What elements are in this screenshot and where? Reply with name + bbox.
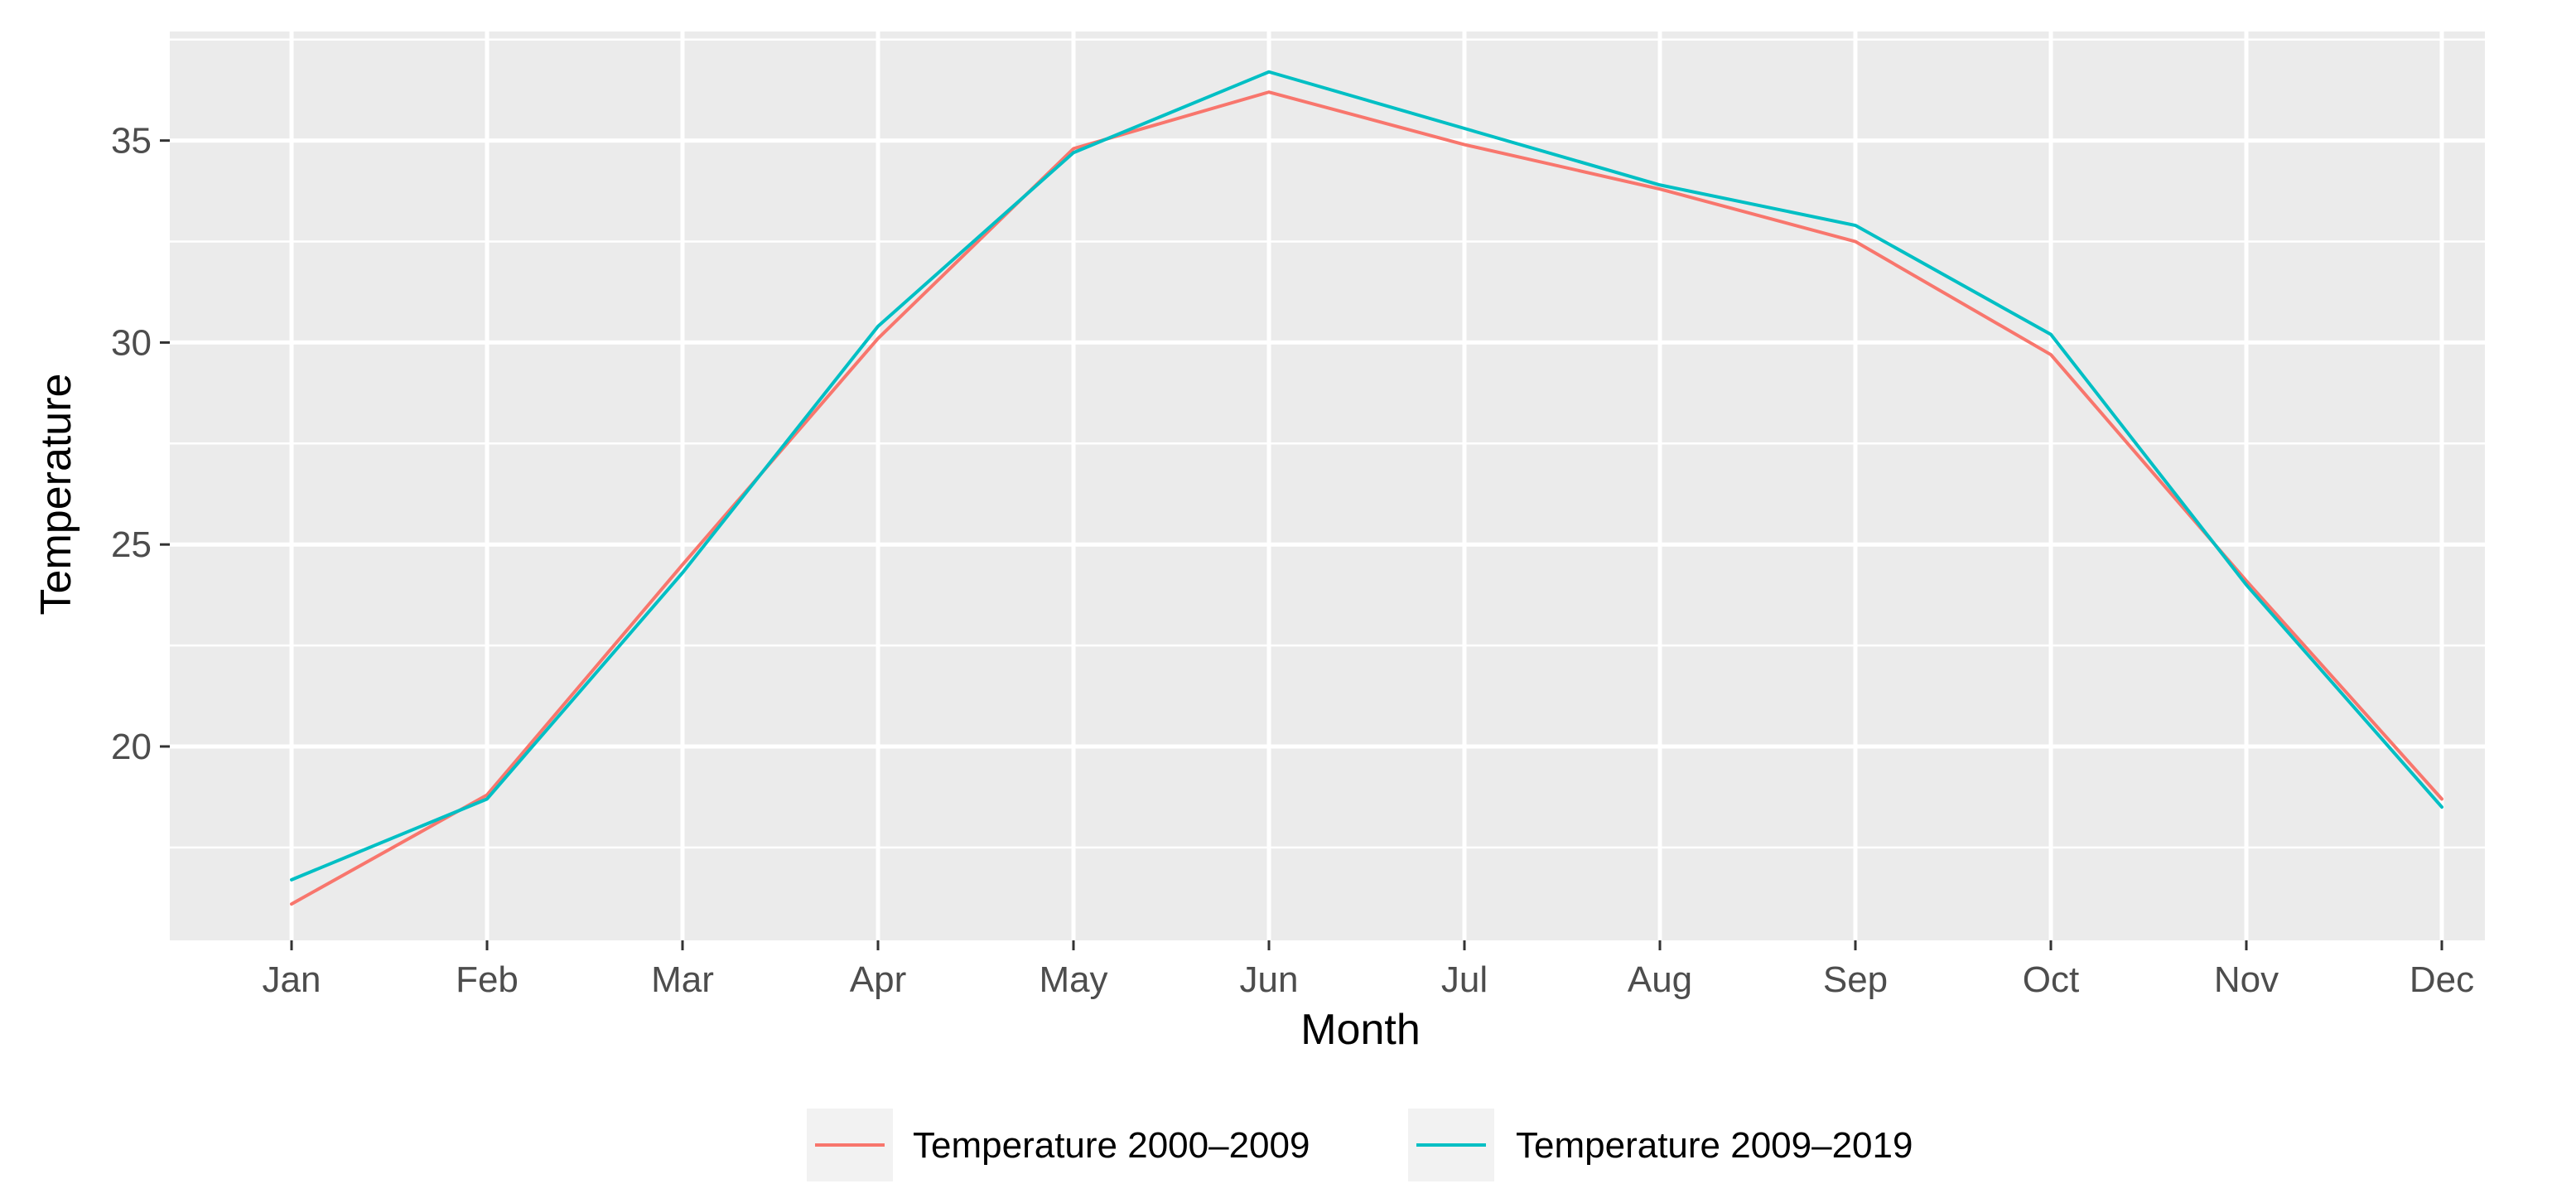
x-tick-label: Jan xyxy=(263,959,321,1000)
x-tick-label: Aug xyxy=(1628,959,1692,1000)
x-tick-label: Jul xyxy=(1441,959,1488,1000)
series-line-2 xyxy=(290,70,2443,882)
legend-label-1: Temperature 2000–2009 xyxy=(913,1125,1310,1166)
x-tick-label: Sep xyxy=(1823,959,1888,1000)
y-tick-label: 35 xyxy=(111,121,152,162)
x-tick-label: Dec xyxy=(2410,959,2474,1000)
y-axis-title: Temperature xyxy=(32,374,80,616)
legend-label-2: Temperature 2009–2019 xyxy=(1516,1125,1913,1166)
legend-key-2 xyxy=(1408,1109,1494,1181)
x-tick-label: Nov xyxy=(2214,959,2279,1000)
legend: Temperature 2000–2009 Temperature 2009–20… xyxy=(807,1109,1913,1181)
x-tick-label: May xyxy=(1039,959,1107,1000)
y-tick-label: 25 xyxy=(111,524,152,565)
series-line-1 xyxy=(290,90,2443,906)
minor-gridlines xyxy=(170,38,2485,849)
x-axis: Jan Feb Mar Apr May Jun Jul Aug Sep Oct Nov Dec xyxy=(263,940,2474,1000)
x-axis-title: Month xyxy=(1300,1006,1421,1054)
x-tick-label: Mar xyxy=(651,959,714,1000)
x-tick-label: Feb xyxy=(456,959,519,1000)
legend-key-1 xyxy=(807,1109,893,1181)
major-gridlines xyxy=(170,31,2485,940)
plot-panel xyxy=(170,31,2485,940)
y-tick-label: 30 xyxy=(111,322,152,363)
x-tick-label: Oct xyxy=(2023,959,2079,1000)
x-tick-label: Apr xyxy=(850,959,906,1000)
series-lines xyxy=(290,70,2443,906)
y-tick-label: 20 xyxy=(111,727,152,767)
y-axis: 20 25 30 35 xyxy=(111,121,170,767)
x-tick-label: Jun xyxy=(1240,959,1299,1000)
